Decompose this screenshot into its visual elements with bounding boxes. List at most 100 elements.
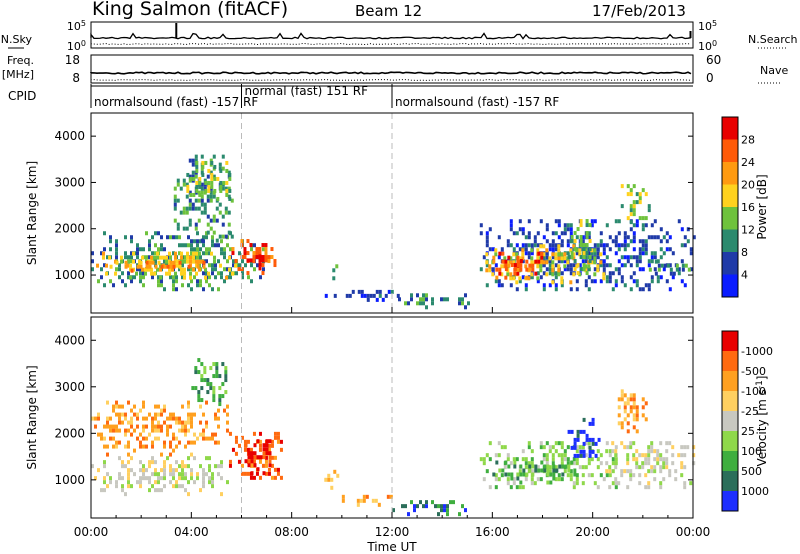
velocity-cell [573,453,577,458]
velocity-cell [582,441,586,446]
velocity-cell [539,441,543,446]
velocity-cell [215,370,219,375]
velocity-cell [190,476,193,481]
velocity-cell [256,467,260,472]
velocity-cell [226,480,229,485]
power-cell [548,243,552,248]
power-cell [378,293,382,298]
velocity-cell [121,464,124,469]
velocity-cell [118,428,121,433]
power-cell [109,239,112,244]
velocity-cell [109,416,112,421]
power-cell [195,160,199,165]
velocity-cell [596,465,600,470]
power-cell [587,287,591,292]
power-cell [557,219,561,224]
power-cell [209,198,213,203]
power-cell [548,263,552,268]
power-cell [190,243,193,248]
velocity-cell [252,431,256,436]
velocity-cell [588,437,592,442]
velocity-cell [573,468,577,473]
velocity-cell [187,420,190,425]
power-cell [530,248,534,253]
power-cell [207,168,211,173]
velocity-cell [205,436,208,441]
power-cell [227,194,231,199]
velocity-cell [184,424,187,429]
velocity-cell [608,469,612,474]
power-cell [518,227,522,232]
velocity-cell [659,485,663,490]
power-cell [659,255,663,260]
power-cell [626,255,630,260]
power-cell [582,267,586,272]
velocity-cell [588,445,592,450]
velocity-cell [509,485,513,490]
velocity-cell [181,424,184,429]
velocity-cell [187,480,190,485]
power-cell [647,204,651,209]
power-cell [220,275,223,280]
power-cell [681,263,685,268]
power-cell [611,239,615,244]
power-cell [585,243,589,248]
velocity-cell [181,476,184,481]
velocity-cell [265,447,269,452]
velocity-cell [273,475,277,480]
power-cell [163,247,166,252]
power-cell [579,255,583,260]
power-cell [527,276,531,281]
power-cell [599,243,603,248]
velocity-cell [572,461,576,466]
velocity-colorbar-swatch [722,371,738,392]
power-cell [620,279,624,284]
power-cell [186,259,190,264]
velocity-cell [181,464,184,469]
power-cell [626,192,630,197]
power-cell [244,263,247,268]
velocity-cell [205,424,208,429]
velocity-cell [127,484,130,489]
power-cell [570,235,574,240]
velocity-cell [184,428,187,433]
velocity-cell [200,374,204,379]
velocity-colorbar-tick: -1000 [741,345,773,358]
velocity-cell [217,440,220,445]
velocity-cell [519,464,523,469]
velocity-cell [641,397,645,402]
power-cell [545,248,549,253]
velocity-cell [154,404,157,409]
power-cell [494,279,498,284]
power-cell [656,235,660,240]
power-cell [200,210,204,215]
power-cell [540,255,544,260]
velocity-cell [197,394,201,399]
velocity-cell [653,465,657,470]
power-cell [479,267,483,272]
power-cell [545,239,549,244]
power-cell [590,255,594,260]
velocity-cell [247,459,251,464]
velocity-cell [218,398,222,403]
power-cell [422,293,425,298]
power-cell [207,180,211,185]
velocity-cell [641,461,645,466]
power-cell [569,248,573,253]
velocity-cell [157,436,160,441]
velocity-cell [151,472,154,477]
power-cell [500,247,504,252]
power-cell [115,243,118,248]
velocity-cell [620,393,624,398]
power-cell [103,263,106,268]
power-cell [534,271,538,276]
power-cell [660,263,664,268]
velocity-cell [515,485,519,490]
power-cell [657,267,661,272]
power-cell [581,259,585,264]
power-cell [378,289,382,294]
velocity-cell [130,484,133,489]
velocity-cell [157,412,160,417]
power-cell [250,279,253,284]
velocity-cell [656,457,660,462]
